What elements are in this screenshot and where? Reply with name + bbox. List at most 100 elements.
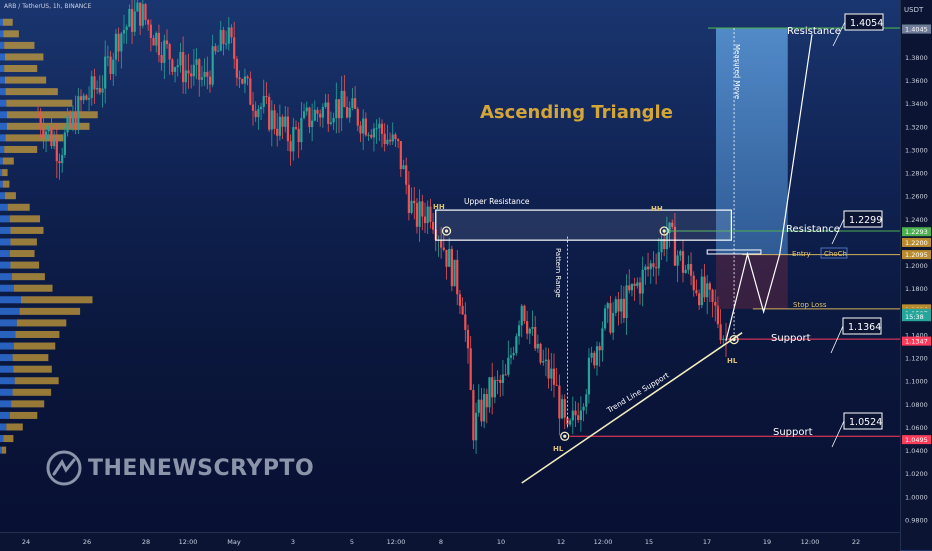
hl-left-label: HL [553, 445, 564, 453]
volume-profile-bar-upper [14, 284, 53, 292]
candle-bull [66, 115, 69, 133]
candle-bull [47, 127, 50, 132]
volume-profile-bar-upper [11, 400, 45, 408]
resistance-mid-label: Resistance [786, 224, 840, 235]
candle-bear [440, 239, 443, 248]
candle-bear [251, 104, 255, 111]
candle-bull [501, 374, 505, 383]
candle-bear [655, 267, 658, 269]
candle-bull [311, 120, 314, 128]
volume-profile-bar-upper [13, 365, 52, 373]
candle-bear [622, 298, 625, 319]
support-mid-value-box [842, 317, 882, 335]
candle-bull [448, 248, 451, 267]
time-axis[interactable] [0, 532, 900, 551]
candle-bear [265, 96, 268, 98]
candle-bear [711, 289, 714, 302]
candle-bull [362, 118, 365, 134]
candle-bear [399, 141, 402, 170]
candle-bull [418, 201, 421, 227]
candle-bear [222, 29, 225, 44]
candle-bear [246, 76, 249, 79]
candle-bear [577, 415, 580, 421]
candle-bear [364, 118, 367, 136]
volume-profile-bar-lower [0, 111, 7, 119]
candle-bull [569, 420, 572, 425]
candle-bear [50, 127, 53, 147]
candle-bear [456, 259, 459, 295]
candle-bull [136, 2, 139, 12]
volume-profile-bar-upper [7, 122, 90, 130]
volume-profile-bar-lower [0, 446, 2, 454]
symbol-legend: ARB / TetherUS, 1h, BINANCE [4, 3, 92, 10]
candle-bear [337, 99, 341, 119]
volume-profile-bar-upper [7, 203, 30, 211]
candle-bull [96, 88, 99, 90]
candle-bull [348, 107, 351, 118]
volume-profile-bar-lower [0, 134, 6, 142]
stop-loss-label: Stop Loss [793, 301, 827, 309]
price-levels [570, 27, 900, 437]
candle-bear [281, 116, 284, 127]
candle-bear [504, 374, 507, 376]
price-axis[interactable] [900, 0, 932, 550]
volume-profile-bar-lower [0, 203, 8, 211]
support-mid-label: Support [771, 333, 811, 344]
volume-profile-bar-lower [0, 30, 4, 38]
pivot-marker-dot [662, 229, 666, 233]
candle-bear [168, 44, 171, 60]
candle-bull [216, 50, 220, 52]
candle-bear [485, 394, 488, 408]
candle-bear [708, 283, 711, 290]
candle-bear [268, 96, 271, 130]
candle-bull [77, 96, 80, 130]
candle-bear [652, 263, 655, 268]
candle-bull [630, 283, 634, 291]
volume-profile-bar-upper [6, 423, 23, 431]
candle-bull [636, 282, 639, 286]
candle-bull [284, 116, 287, 127]
candle-bull [660, 238, 663, 253]
candle-bull [595, 346, 599, 366]
candle-bear [98, 88, 101, 93]
candle-bear [719, 324, 722, 341]
candle-bull [542, 361, 545, 363]
candle-bear [139, 2, 142, 26]
candle-bull [386, 139, 389, 144]
candle-bull [679, 251, 682, 256]
volume-profile-bar-upper [6, 99, 73, 107]
candle-bear [563, 399, 566, 418]
candle-bull [321, 107, 324, 118]
volume-profile-bar-upper [11, 273, 45, 281]
candle-bear [198, 59, 201, 80]
candle-bear [149, 24, 152, 38]
volume-profile-bar-upper [5, 134, 64, 142]
candle-bear [276, 128, 279, 136]
chart-title: Ascending Triangle [480, 102, 673, 123]
candle-bull [163, 40, 166, 63]
volume-profile-bar-lower [0, 238, 11, 246]
volume-profile-bar-upper [4, 65, 38, 73]
candle-bull [211, 46, 214, 85]
pivot-marker [441, 226, 452, 236]
support-low-value-box [843, 412, 883, 430]
candle-bull [227, 27, 230, 44]
volume-profile-bar-lower [0, 145, 5, 153]
candle-bull [657, 252, 660, 269]
candle-bull [585, 394, 588, 407]
candle-bear [461, 305, 464, 315]
candle-bull [560, 399, 564, 419]
candle-bull [507, 357, 510, 375]
volume-profile-bar-upper [4, 41, 35, 49]
volume-profile-bar-upper [10, 261, 40, 269]
resistance-top-label: Resistance [787, 26, 841, 37]
candle-bear [316, 109, 319, 114]
candle-bull [195, 59, 198, 65]
candle-bear [593, 352, 596, 366]
candle-bull [528, 328, 531, 334]
candle-bear [85, 95, 88, 100]
volume-profile-bar-upper [9, 250, 35, 258]
candle-bull [367, 134, 370, 136]
candle-bear [445, 249, 448, 267]
